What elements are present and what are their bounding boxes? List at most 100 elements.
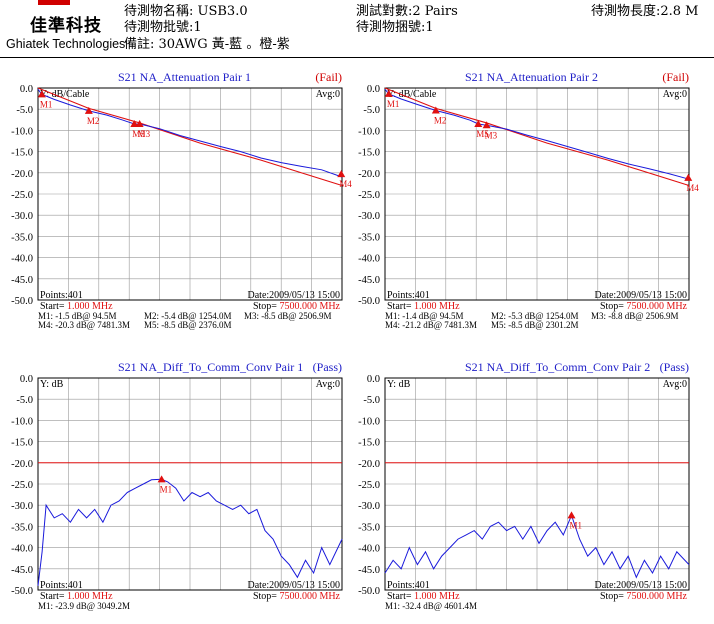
date-label: Date:2009/05/13 15:00 [595, 580, 688, 591]
limit-line [384, 87, 690, 187]
dut-length: 待測物長度:2.8 M [591, 4, 699, 19]
plot-frame [384, 87, 690, 301]
y-tick-label: -35.0 [358, 232, 380, 243]
y-tick-label: -20.0 [358, 459, 380, 470]
marker-triangle [567, 511, 576, 519]
y-tick-label: -25.0 [11, 190, 33, 201]
y-tick-label: -40.0 [11, 254, 33, 265]
y-tick-label: -45.0 [358, 275, 380, 286]
y-axis-label: Y: dB [387, 379, 411, 390]
y-tick-label: -10.0 [11, 126, 33, 137]
y-tick-label: -35.0 [358, 522, 380, 533]
y-axis-label: Y: dB/Cable [387, 89, 437, 100]
y-tick-label: -5.0 [16, 395, 33, 406]
marker-readout: M3: -8.8 dB@ 2506.9M [591, 311, 679, 321]
plot-frame [384, 377, 690, 591]
date-label: Date:2009/05/13 15:00 [248, 580, 341, 591]
points-label: Points:401 [40, 290, 83, 301]
marker-triangle [337, 170, 346, 178]
avg-label: Avg:0 [663, 379, 687, 390]
start-frequency: Start= 1.000 MHz [387, 591, 460, 602]
y-tick-label: -15.0 [358, 438, 380, 449]
marker-readout: M2: -5.3 dB@ 1254.0M [491, 311, 579, 321]
y-tick-label: -10.0 [358, 416, 380, 427]
stop-frequency: Stop= 7500.000 MHz [600, 591, 688, 602]
marker-readout: M4: -20.3 dB@ 7481.3M [38, 320, 130, 330]
avg-label: Avg:0 [663, 89, 687, 100]
points-label: Points:401 [387, 290, 430, 301]
marker-triangle [384, 89, 393, 97]
chart-title: S21 NA_Diff_To_Comm_Conv Pair 2 [465, 360, 650, 374]
marker-readout: M1: -32.4 dB@ 4601.4M [385, 601, 477, 611]
chart-diff-to-comm-pair-1: S21 NA_Diff_To_Comm_Conv Pair 1 (Pass) 0.0… [11, 360, 343, 611]
chart-status: (Pass) [660, 360, 689, 374]
lot-number: 待測物批號:1 [124, 20, 202, 35]
y-tick-label: -45.0 [11, 275, 33, 286]
stop-frequency: Stop= 7500.000 MHz [253, 301, 341, 312]
marker-triangle [130, 120, 139, 128]
y-tick-label: -35.0 [11, 522, 33, 533]
marker-triangle [482, 121, 491, 129]
chart-title: S21 NA_Diff_To_Comm_Conv Pair 1 [118, 360, 303, 374]
marker-label: M5 [476, 129, 489, 139]
y-tick-label: -15.0 [11, 438, 33, 449]
marker-readout: M1: -1.5 dB@ 94.5M [38, 311, 117, 321]
avg-label: Avg:0 [316, 89, 340, 100]
marker-label: M1 [40, 99, 53, 109]
y-tick-label: -50.0 [358, 586, 380, 597]
marker-readout: M5: -8.5 dB@ 2301.2M [491, 320, 579, 330]
plot-frame [37, 377, 343, 591]
marker-label: M4 [686, 183, 699, 193]
marker-triangle [684, 173, 693, 181]
marker-readout: M2: -5.4 dB@ 1254.0M [144, 311, 232, 321]
chart-attenuation-pair-1: S21 NA_Attenuation Pair 1 (Fail) 0.0 -5.0 -1… [11, 70, 352, 330]
y-tick-label: -50.0 [358, 296, 380, 307]
marker-triangle [157, 475, 166, 483]
marker-label: M1 [160, 484, 173, 494]
y-tick-label: -5.0 [363, 105, 380, 116]
dut-name: 待測物名稱: USB3.0 [124, 4, 248, 19]
marker-readout: M3: -8.5 dB@ 2506.9M [244, 311, 332, 321]
y-tick-label: -25.0 [358, 190, 380, 201]
chart-title: S21 NA_Attenuation Pair 1 [118, 70, 251, 84]
chart-diff-to-comm-pair-2: S21 NA_Diff_To_Comm_Conv Pair 2 (Pass) 0.0… [358, 360, 690, 611]
chart-status: (Fail) [662, 70, 689, 84]
y-tick-label: 0.0 [20, 84, 33, 95]
marker-label: M2 [434, 115, 447, 125]
marker-label: M5 [132, 129, 145, 139]
measurement-trace [37, 89, 343, 178]
measurement-trace [384, 88, 690, 180]
start-frequency: Start= 1.000 MHz [387, 301, 460, 312]
stop-frequency: Stop= 7500.000 MHz [253, 591, 341, 602]
marker-triangle [37, 90, 46, 98]
avg-label: Avg:0 [316, 379, 340, 390]
y-tick-label: -40.0 [358, 544, 380, 555]
y-tick-label: -10.0 [358, 126, 380, 137]
points-label: Points:401 [387, 580, 430, 591]
marker-triangle [474, 120, 483, 128]
start-frequency: Start= 1.000 MHz [40, 301, 113, 312]
y-tick-label: -40.0 [358, 254, 380, 265]
chart-title: S21 NA_Attenuation Pair 2 [465, 70, 598, 84]
y-tick-label: -40.0 [11, 544, 33, 555]
marker-readout: M1: -1.4 dB@ 94.5M [385, 311, 464, 321]
marker-readout: M5: -8.5 dB@ 2376.0M [144, 320, 232, 330]
y-tick-label: -45.0 [358, 565, 380, 576]
y-tick-label: -5.0 [363, 395, 380, 406]
y-tick-label: -50.0 [11, 586, 33, 597]
y-tick-label: -15.0 [358, 148, 380, 159]
marker-label: M1 [570, 520, 583, 530]
date-label: Date:2009/05/13 15:00 [248, 290, 341, 301]
chart-attenuation-pair-2: S21 NA_Attenuation Pair 2 (Fail) 0.0 -5.0 -1… [358, 70, 699, 330]
marker-readout: M1: -23.9 dB@ 3049.2M [38, 601, 130, 611]
date-label: Date:2009/05/13 15:00 [595, 290, 688, 301]
company-logo-english: Ghiatek Technologies [6, 37, 126, 51]
marker-label: M3 [138, 129, 151, 139]
remark: 備註: 30AWG 黃-藍 。橙-紫 [124, 37, 290, 52]
marker-triangle [431, 106, 440, 114]
header-divider [0, 57, 714, 58]
y-tick-label: -25.0 [11, 480, 33, 491]
marker-triangle [84, 106, 93, 114]
marker-readout: M4: -21.2 dB@ 7481.3M [385, 320, 477, 330]
company-logo-chinese: 佳準科技 [30, 16, 102, 36]
